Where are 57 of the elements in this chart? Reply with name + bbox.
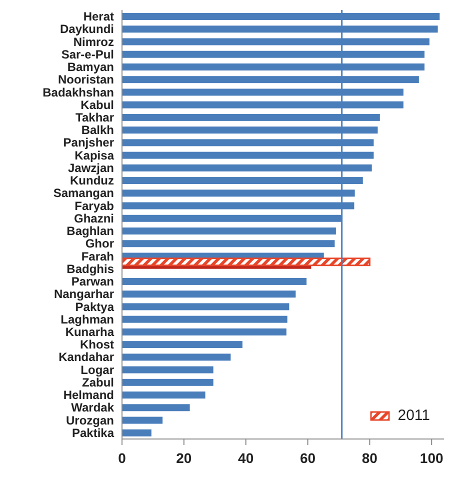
bar	[122, 404, 190, 412]
y-tick-label: Laghman	[60, 312, 114, 326]
y-tick-label: Paktika	[72, 426, 114, 440]
y-tick-label: Khost	[80, 338, 114, 352]
y-tick-label: Nangarhar	[54, 287, 114, 302]
y-tick-label: Paktya	[75, 300, 114, 314]
y-tick-label: Jawzjan	[68, 160, 114, 175]
y-tick-label: Panjsher	[63, 136, 114, 150]
y-tick-label: Farah	[81, 249, 114, 264]
y-tick-label: Kunarha	[65, 325, 114, 340]
bar	[122, 316, 288, 323]
bar	[122, 328, 286, 336]
bar	[122, 278, 307, 285]
y-tick-label: Zabul	[82, 375, 114, 390]
y-tick-label: Takhar	[76, 110, 114, 125]
y-tick-label: Nooristan	[58, 72, 114, 87]
x-tick-label: 80	[362, 450, 378, 466]
y-tick-label: Urozgan	[66, 413, 114, 428]
y-tick-label: Parwan	[71, 274, 114, 289]
y-tick-label: Kandahar	[58, 350, 114, 364]
bar	[122, 240, 335, 248]
bar	[122, 290, 296, 298]
x-tick-label: 40	[238, 450, 254, 466]
bar	[122, 354, 231, 361]
bar	[122, 429, 152, 436]
y-tick-label: Samangan	[53, 186, 114, 200]
y-tick-label: Sar-e-Pul	[61, 47, 114, 62]
y-tick-label: Kabul	[80, 98, 114, 112]
y-tick-label: Ghor	[85, 236, 114, 251]
y-tick-label: Nimroz	[73, 34, 114, 49]
y-tick-label: Baghlan	[66, 224, 114, 238]
bar	[122, 303, 290, 310]
bar	[122, 366, 214, 374]
bar	[122, 392, 206, 399]
y-tick-label: Badghis	[66, 262, 114, 276]
y-tick-label: Wardak	[71, 400, 114, 415]
y-tick-label: Kapisa	[74, 148, 114, 162]
bar	[122, 341, 242, 348]
y-tick-label: Ghazni	[74, 211, 114, 226]
y-tick-label: Kunduz	[70, 174, 114, 188]
bar	[122, 228, 336, 234]
x-tick-label: 20	[176, 450, 192, 466]
y-tick-label: Faryab	[74, 198, 114, 213]
y-tick-label: Badakhshan	[42, 85, 114, 100]
y-tick-label: Logar	[80, 362, 114, 377]
text: 2011	[398, 407, 430, 424]
x-tick-label: 60	[300, 450, 316, 466]
bar	[122, 416, 163, 424]
bar	[122, 378, 214, 386]
y-tick-label: Daykundi	[60, 22, 114, 36]
y-tick-label: Herat	[83, 10, 114, 24]
bar	[122, 258, 370, 266]
y-tick-label: Helmand	[63, 388, 114, 402]
x-tick-label: 0	[118, 450, 126, 466]
y-tick-label: Bamyan	[67, 60, 114, 74]
y-tick-label: Balkh	[81, 123, 114, 138]
x-tick-label: 100	[420, 450, 444, 466]
